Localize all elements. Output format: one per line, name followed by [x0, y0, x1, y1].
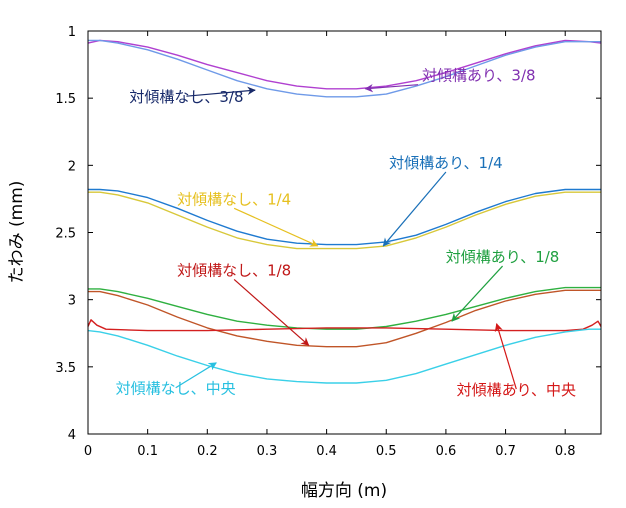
- series-line-2: [88, 188, 601, 246]
- x-axis-title: 幅方向 (m): [301, 481, 387, 501]
- series-line-4: [88, 286, 601, 330]
- y-tick-label: 3: [68, 294, 76, 309]
- annotation-label: 対傾構あり、1/4: [389, 154, 503, 172]
- x-tick-label: 0.4: [316, 444, 337, 459]
- x-tick-label: 0.1: [137, 444, 158, 459]
- annotation-arrow: [186, 86, 256, 97]
- annotation-label: 対傾構なし、1/8: [177, 261, 291, 279]
- y-axis-title: たわみ (mm): [7, 181, 27, 284]
- annotation-label: 対傾構なし、1/4: [177, 190, 291, 208]
- annotation-label: 対傾構なし、中央: [116, 380, 236, 398]
- x-tick-label: 0.2: [197, 444, 218, 459]
- tick-layer: 0 0.1 0.2 0.3 0.4 0.5 0.6 0.7 0.8 1 1.5 2 2.5 3 3.5 4: [55, 25, 601, 459]
- series-line-0: [87, 39, 602, 90]
- annotation-arrow: [233, 207, 319, 247]
- annotation-layer: 対傾構あり、3/8 対傾構なし、3/8 対傾構あり、1/4 対傾構なし、1/4 対傾構あ…: [116, 67, 576, 399]
- x-tick-label: 0.3: [257, 444, 278, 459]
- annotation-arrow: [233, 279, 310, 346]
- series-line-3: [88, 191, 601, 250]
- y-tick-label: 2.5: [55, 227, 76, 242]
- series-line-7: [87, 328, 601, 384]
- x-tick-label: 0.8: [555, 444, 576, 459]
- x-tick-label: 0.5: [376, 444, 397, 459]
- y-tick-label: 4: [68, 428, 76, 443]
- annotation-arrow: [451, 265, 504, 322]
- y-tick-label: 1: [68, 25, 76, 40]
- annotation-label: 対傾構なし、3/8: [129, 88, 243, 106]
- y-tick-label: 3.5: [55, 361, 76, 376]
- annotation-label: 対傾構あり、1/8: [446, 248, 560, 266]
- x-tick-label: 0.6: [436, 444, 457, 459]
- series-line-6: [87, 319, 602, 332]
- x-tick-label: 0.7: [495, 444, 516, 459]
- series-line-5: [88, 289, 601, 348]
- y-tick-label: 1.5: [55, 92, 76, 107]
- series-layer: [87, 39, 602, 384]
- annotation-arrow: [382, 171, 447, 247]
- annotation-arrow: [175, 362, 217, 389]
- annotation-label: 対傾構あり、中央: [457, 381, 576, 399]
- annotation-label: 対傾構あり、3/8: [422, 67, 536, 85]
- annotation-arrow: [494, 323, 517, 390]
- annotation-arrow: [364, 83, 419, 93]
- y-tick-label: 2: [68, 159, 76, 174]
- series-line-1: [88, 39, 601, 98]
- x-tick-label: 0: [84, 444, 92, 459]
